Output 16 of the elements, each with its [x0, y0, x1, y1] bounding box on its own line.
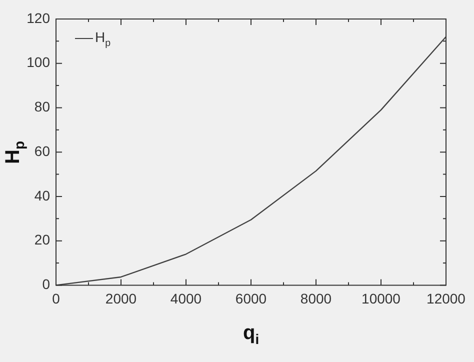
y-tick-label: 40 — [34, 187, 50, 204]
y-tick-label: 20 — [34, 232, 50, 248]
x-tick-label: 6000 — [235, 290, 267, 306]
y-tick-label: 60 — [34, 142, 50, 159]
x-tick-label: 0 — [52, 290, 60, 306]
x-tick-label: 4000 — [170, 290, 202, 306]
x-tick-label: 8000 — [300, 290, 332, 306]
x-tick-label: 2000 — [105, 290, 137, 306]
y-tick-label: 100 — [26, 54, 50, 70]
y-tick-label: 120 — [26, 10, 50, 26]
x-tick-label: 10000 — [362, 290, 401, 306]
x-axis-title: q$_{i}$ — [243, 322, 260, 347]
y-tick-label: 80 — [34, 98, 50, 115]
y-tick-label: 0 — [42, 276, 50, 292]
legend-label: H$_{p}$ — [95, 29, 111, 49]
x-tick-label: 12000 — [426, 290, 466, 306]
